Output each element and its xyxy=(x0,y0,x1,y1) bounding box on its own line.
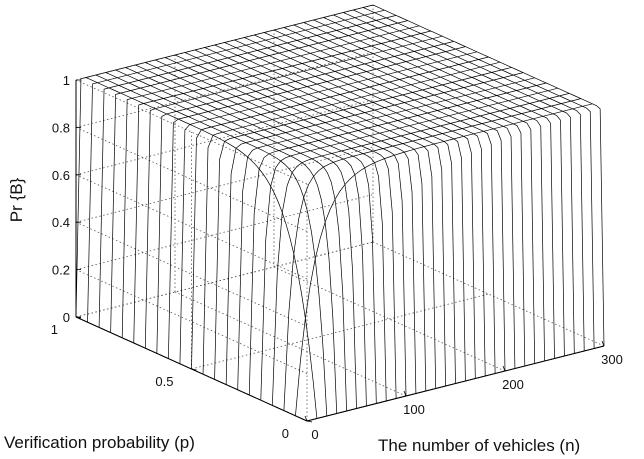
mesh-line-const-p xyxy=(225,72,524,385)
grid-line-back-wall xyxy=(75,99,374,176)
x-tick-label: 0 xyxy=(311,427,318,442)
y-tick-label: 0 xyxy=(282,426,289,441)
mesh-line-const-p xyxy=(144,35,443,349)
y-tick-mark xyxy=(75,316,82,319)
mesh-line-const-n xyxy=(353,9,585,352)
mesh-line-const-p xyxy=(179,51,478,364)
grid-line-floor-p xyxy=(75,241,374,318)
z-axis-label: Pr {B} xyxy=(7,177,26,222)
mesh-line-const-n xyxy=(323,17,555,359)
mesh-line-const-p xyxy=(248,82,547,396)
grid-line-floor-n xyxy=(174,291,407,397)
mesh-line-const-n xyxy=(343,12,575,354)
grid-line-floor-p xyxy=(191,293,489,370)
mesh-line-const-n xyxy=(273,29,506,372)
mesh-line-const-n xyxy=(234,39,466,382)
mesh-line-const-p xyxy=(133,30,431,344)
mesh-line-const-p xyxy=(214,67,512,380)
mesh-line-const-p xyxy=(191,56,489,370)
mesh-line-const-n xyxy=(164,57,397,399)
mesh-line-const-p xyxy=(306,345,605,422)
x-tick-label: 100 xyxy=(403,402,425,417)
grid-line-back-wall xyxy=(75,52,374,128)
x-tick-label: 300 xyxy=(601,352,623,367)
z-tick-label: 0.8 xyxy=(52,120,70,135)
mesh-line-const-n xyxy=(155,59,387,402)
x-tick-mark xyxy=(403,390,407,397)
z-tick-label: 1 xyxy=(63,73,70,88)
mesh-line-const-n xyxy=(184,52,417,394)
mesh-line-const-p xyxy=(110,20,408,333)
mesh-line-const-p xyxy=(87,9,385,323)
z-tick-label: 0.2 xyxy=(52,263,70,278)
mesh-line-const-p xyxy=(98,15,397,328)
mesh-line-const-n xyxy=(303,22,536,364)
mesh-line-const-n xyxy=(224,42,456,384)
mesh-line-const-n xyxy=(214,44,446,387)
mesh-line-const-p xyxy=(283,98,581,411)
x-tick-mark xyxy=(304,415,308,422)
mesh-line-const-p xyxy=(156,41,454,354)
grid-line-left-wall xyxy=(75,221,308,327)
mesh-line-const-p xyxy=(75,4,374,318)
x-tick-label: 200 xyxy=(502,377,524,392)
mesh-line-const-n xyxy=(125,67,357,409)
mesh-line-const-p xyxy=(121,25,420,338)
mesh-line-const-n xyxy=(293,24,526,367)
mesh-line-const-p xyxy=(237,77,535,390)
mesh-line-const-n xyxy=(362,7,595,349)
mesh-line-const-n xyxy=(313,19,545,362)
mesh-line-const-n xyxy=(135,64,367,407)
mesh-line-const-n xyxy=(372,4,605,347)
y-tick-label: 0.5 xyxy=(155,374,173,389)
z-tick-label: 0.4 xyxy=(52,215,70,230)
mesh-line-const-n xyxy=(283,27,516,369)
mesh-line-const-p xyxy=(168,46,466,359)
mesh-line-const-p xyxy=(202,61,501,375)
mesh-line-const-p xyxy=(272,93,570,406)
y-tick-mark xyxy=(191,368,197,371)
x-tick-mark xyxy=(502,365,506,372)
mesh-line-const-n xyxy=(194,49,427,392)
mesh-line-const-n xyxy=(105,72,338,414)
y-tick-label: 1 xyxy=(51,322,58,337)
mesh-line-const-n xyxy=(254,34,486,377)
grid-line-floor-n xyxy=(372,241,605,347)
mesh-line-const-p xyxy=(260,87,558,401)
grid-line-back-wall xyxy=(75,194,374,270)
mesh-line-const-p xyxy=(295,103,593,416)
x-axis-label: The number of vehicles (n) xyxy=(378,436,580,455)
y-axis-label: Verification probability (p) xyxy=(4,433,195,452)
grid-line-back-wall xyxy=(75,146,374,223)
x-tick-mark xyxy=(601,340,605,347)
surface-mesh xyxy=(75,4,605,422)
grid-line-left-wall xyxy=(75,174,308,280)
mesh-line-const-n xyxy=(85,77,318,419)
y-tick-mark xyxy=(306,420,313,423)
mesh-line-const-n xyxy=(333,14,565,357)
z-tick-label: 0.6 xyxy=(52,168,70,183)
z-tick-label: 0 xyxy=(63,310,70,325)
